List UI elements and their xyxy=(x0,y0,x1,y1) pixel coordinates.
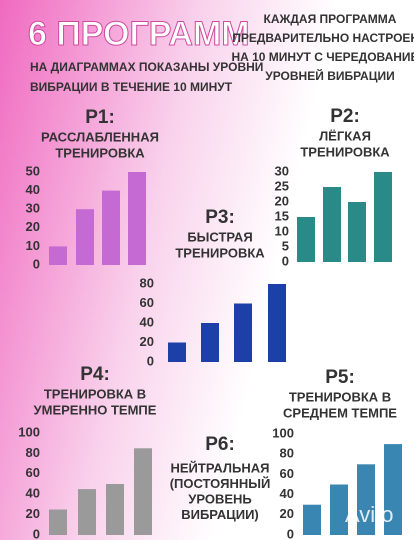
bar xyxy=(49,246,67,265)
y-tick-label: 100 xyxy=(272,425,294,440)
y-tick-label: 40 xyxy=(26,182,40,197)
bar xyxy=(323,187,341,262)
y-tick-label: 0 xyxy=(33,526,40,540)
bar xyxy=(234,303,252,362)
chart-subtitle: ТРЕНИРОВКА В xyxy=(289,389,391,404)
y-tick-label: 0 xyxy=(287,526,294,540)
header-description: НА 10 МИНУТ С ЧЕРЕДОВАНИЕМ xyxy=(231,50,414,64)
bar xyxy=(102,190,120,265)
bar xyxy=(330,484,348,535)
watermark: Avito xyxy=(345,502,394,527)
y-tick-label: 40 xyxy=(140,314,154,329)
note-line: ВИБРАЦИИ) xyxy=(181,507,259,522)
bar xyxy=(268,284,286,362)
chart-title: P4: xyxy=(80,364,110,385)
bar xyxy=(374,172,392,262)
page-title: 6 ПРОГРАММ xyxy=(28,15,250,53)
y-tick-label: 80 xyxy=(280,446,294,461)
y-tick-label: 30 xyxy=(275,163,289,178)
bar xyxy=(168,342,186,362)
bar xyxy=(134,448,152,535)
header-description: КАЖДАЯ ПРОГРАММА xyxy=(264,12,397,26)
bar xyxy=(78,489,96,535)
bar xyxy=(384,444,402,535)
chart-subtitle: РАССЛАБЛЕННАЯ xyxy=(41,129,159,144)
note-line: УРОВЕНЬ xyxy=(188,491,252,506)
chart-subtitle: ТРЕНИРОВКА xyxy=(300,144,390,159)
note-line: (ПОСТОЯННЫЙ xyxy=(170,476,271,491)
bar xyxy=(106,484,124,535)
y-tick-label: 60 xyxy=(140,295,154,310)
y-tick-label: 40 xyxy=(26,486,40,501)
y-tick-label: 5 xyxy=(282,238,289,253)
chart-subtitle: БЫСТРАЯ xyxy=(187,229,252,244)
header-subtitle: НА ДИАГРАММАХ ПОКАЗАНЫ УРОВНИ xyxy=(30,60,263,74)
bar xyxy=(357,464,375,535)
y-tick-label: 60 xyxy=(26,465,40,480)
chart-subtitle: УМЕРЕННО ТЕМПЕ xyxy=(34,402,157,417)
y-tick-label: 20 xyxy=(275,193,289,208)
note-title: P6: xyxy=(205,434,235,455)
note-line: НЕЙТРАЛЬНАЯ xyxy=(170,460,269,475)
y-tick-label: 0 xyxy=(282,253,289,268)
chart-title: P5: xyxy=(325,367,355,388)
chart-subtitle: СРЕДНЕМ ТЕМПЕ xyxy=(283,405,397,420)
bar xyxy=(201,323,219,362)
y-tick-label: 20 xyxy=(26,506,40,521)
header-subtitle: ВИБРАЦИИ В ТЕЧЕНИЕ 10 МИНУТ xyxy=(30,80,233,94)
chart-subtitle: ТРЕНИРОВКА В xyxy=(44,386,146,401)
bar xyxy=(128,172,146,265)
chart-subtitle: ЛЁГКАЯ xyxy=(319,128,371,143)
chart-title: P3: xyxy=(205,207,235,228)
y-tick-label: 20 xyxy=(280,506,294,521)
y-tick-label: 40 xyxy=(280,486,294,501)
bar xyxy=(297,217,315,262)
chart-title: P1: xyxy=(85,107,115,128)
header-description: УРОВНЕЙ ВИБРАЦИИ xyxy=(265,68,395,83)
y-tick-label: 20 xyxy=(26,219,40,234)
bar xyxy=(303,504,321,535)
y-tick-label: 10 xyxy=(275,223,289,238)
bar xyxy=(49,509,67,535)
y-tick-label: 10 xyxy=(26,238,40,253)
y-tick-label: 100 xyxy=(18,424,40,439)
y-tick-label: 80 xyxy=(140,275,154,290)
y-tick-label: 0 xyxy=(147,353,154,368)
y-tick-label: 50 xyxy=(26,163,40,178)
y-tick-label: 60 xyxy=(280,466,294,481)
header-description: ПРЕДВАРИТЕЛЬНО НАСТРОЕНА xyxy=(232,31,414,45)
chart-subtitle: ТРЕНИРОВКА xyxy=(175,245,265,260)
chart-subtitle: ТРЕНИРОВКА xyxy=(55,145,145,160)
bar xyxy=(348,202,366,262)
bar xyxy=(76,209,94,265)
y-tick-label: 20 xyxy=(140,334,154,349)
chart-title: P2: xyxy=(330,106,360,127)
y-tick-label: 80 xyxy=(26,445,40,460)
y-tick-label: 15 xyxy=(275,208,289,223)
y-tick-label: 25 xyxy=(275,178,289,193)
y-tick-label: 0 xyxy=(33,256,40,271)
y-tick-label: 30 xyxy=(26,201,40,216)
